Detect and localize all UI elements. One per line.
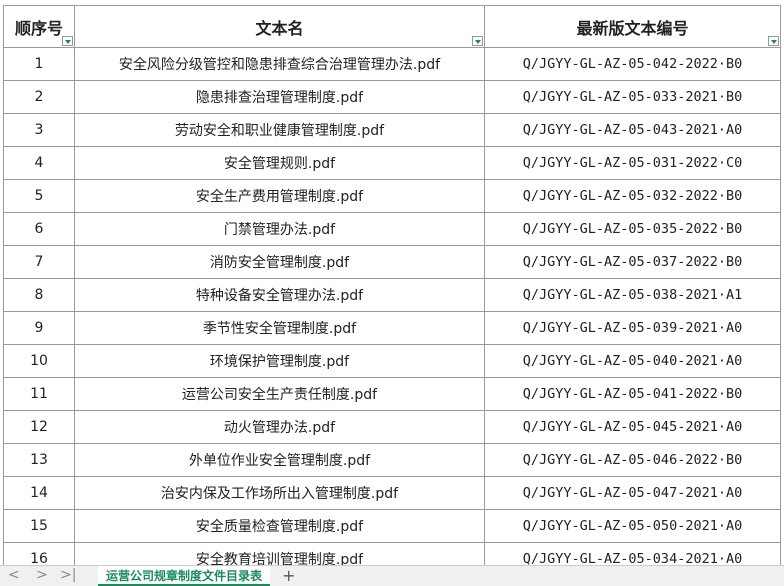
filter-button[interactable] [768,36,779,46]
filter-button[interactable] [62,36,73,46]
table-cell: 1 [3,48,75,81]
table-cell: Q/JGYY-GL-AZ-05-046-2022·B0 [485,444,781,477]
table-cell: Q/JGYY-GL-AZ-05-039-2021·A0 [485,312,781,345]
table-cell: Q/JGYY-GL-AZ-05-045-2021·A0 [485,411,781,444]
table-cell: 2 [3,81,75,114]
table-cell: Q/JGYY-GL-AZ-05-040-2021·A0 [485,345,781,378]
table-cell: 安全风险分级管控和隐患排查综合治理管理办法.pdf [75,48,485,81]
table-cell: 11 [3,378,75,411]
table-cell: 安全教育培训管理制度.pdf [75,543,485,565]
table-cell: 季节性安全管理制度.pdf [75,312,485,345]
table-cell: 10 [3,345,75,378]
table-cell: Q/JGYY-GL-AZ-05-038-2021·A1 [485,279,781,312]
table-cell: 安全生产费用管理制度.pdf [75,180,485,213]
table-cell: 15 [3,510,75,543]
table-cell: 12 [3,411,75,444]
table-cell: 7 [3,246,75,279]
table-cell: Q/JGYY-GL-AZ-05-033-2021·B0 [485,81,781,114]
table-cell: 4 [3,147,75,180]
table-cell: 9 [3,312,75,345]
table-cell: Q/JGYY-GL-AZ-05-035-2022·B0 [485,213,781,246]
table-cell: 外单位作业安全管理制度.pdf [75,444,485,477]
table-cell: 3 [3,114,75,147]
table-cell: 5 [3,180,75,213]
table-cell: 动火管理办法.pdf [75,411,485,444]
add-sheet[interactable]: + [282,566,296,585]
nav-next[interactable]: > [36,567,48,583]
table-cell: 6 [3,213,75,246]
table-cell: 门禁管理办法.pdf [75,213,485,246]
nav-prev[interactable]: < [8,567,20,583]
table-cell: Q/JGYY-GL-AZ-05-031-2022·C0 [485,147,781,180]
table-cell: Q/JGYY-GL-AZ-05-043-2021·A0 [485,114,781,147]
table-cell: 环境保护管理制度.pdf [75,345,485,378]
table-cell: 安全质量检查管理制度.pdf [75,510,485,543]
sheet-bar: < > >| 运营公司规章制度文件目录表 + [0,565,784,586]
table-cell: Q/JGYY-GL-AZ-05-032-2022·B0 [485,180,781,213]
table-cell: 8 [3,279,75,312]
table-cell: Q/JGYY-GL-AZ-05-047-2021·A0 [485,477,781,510]
table-cell: 隐患排查治理管理制度.pdf [75,81,485,114]
table-cell: 16 [3,543,75,565]
table-cell: 消防安全管理制度.pdf [75,246,485,279]
table-cell: Q/JGYY-GL-AZ-05-037-2022·B0 [485,246,781,279]
table-cell: Q/JGYY-GL-AZ-05-042-2022·B0 [485,48,781,81]
table-cell: Q/JGYY-GL-AZ-05-041-2022·B0 [485,378,781,411]
table-cell: 14 [3,477,75,510]
table-cell: 13 [3,444,75,477]
filter-button[interactable] [472,36,483,46]
grid: 顺序号 文本名 最新版文本编号 1 安全风险分级管控和隐患排查综合治理管理办法.pdf Q… [3,5,781,565]
header-cell: 最新版文本编号 [485,5,781,48]
sheet-tab[interactable]: 运营公司规章制度文件目录表 [98,566,271,586]
table-cell: Q/JGYY-GL-AZ-05-034-2021·A0 [485,543,781,565]
header-cell: 顺序号 [3,5,75,48]
header-cell: 文本名 [75,5,485,48]
table-cell: 治安内保及工作场所出入管理制度.pdf [75,477,485,510]
nav-last[interactable]: >| [60,567,77,583]
table-cell: 运营公司安全生产责任制度.pdf [75,378,485,411]
table-cell: Q/JGYY-GL-AZ-05-050-2021·A0 [485,510,781,543]
table-cell: 劳动安全和职业健康管理制度.pdf [75,114,485,147]
table-cell: 特种设备安全管理办法.pdf [75,279,485,312]
table-cell: 安全管理规则.pdf [75,147,485,180]
